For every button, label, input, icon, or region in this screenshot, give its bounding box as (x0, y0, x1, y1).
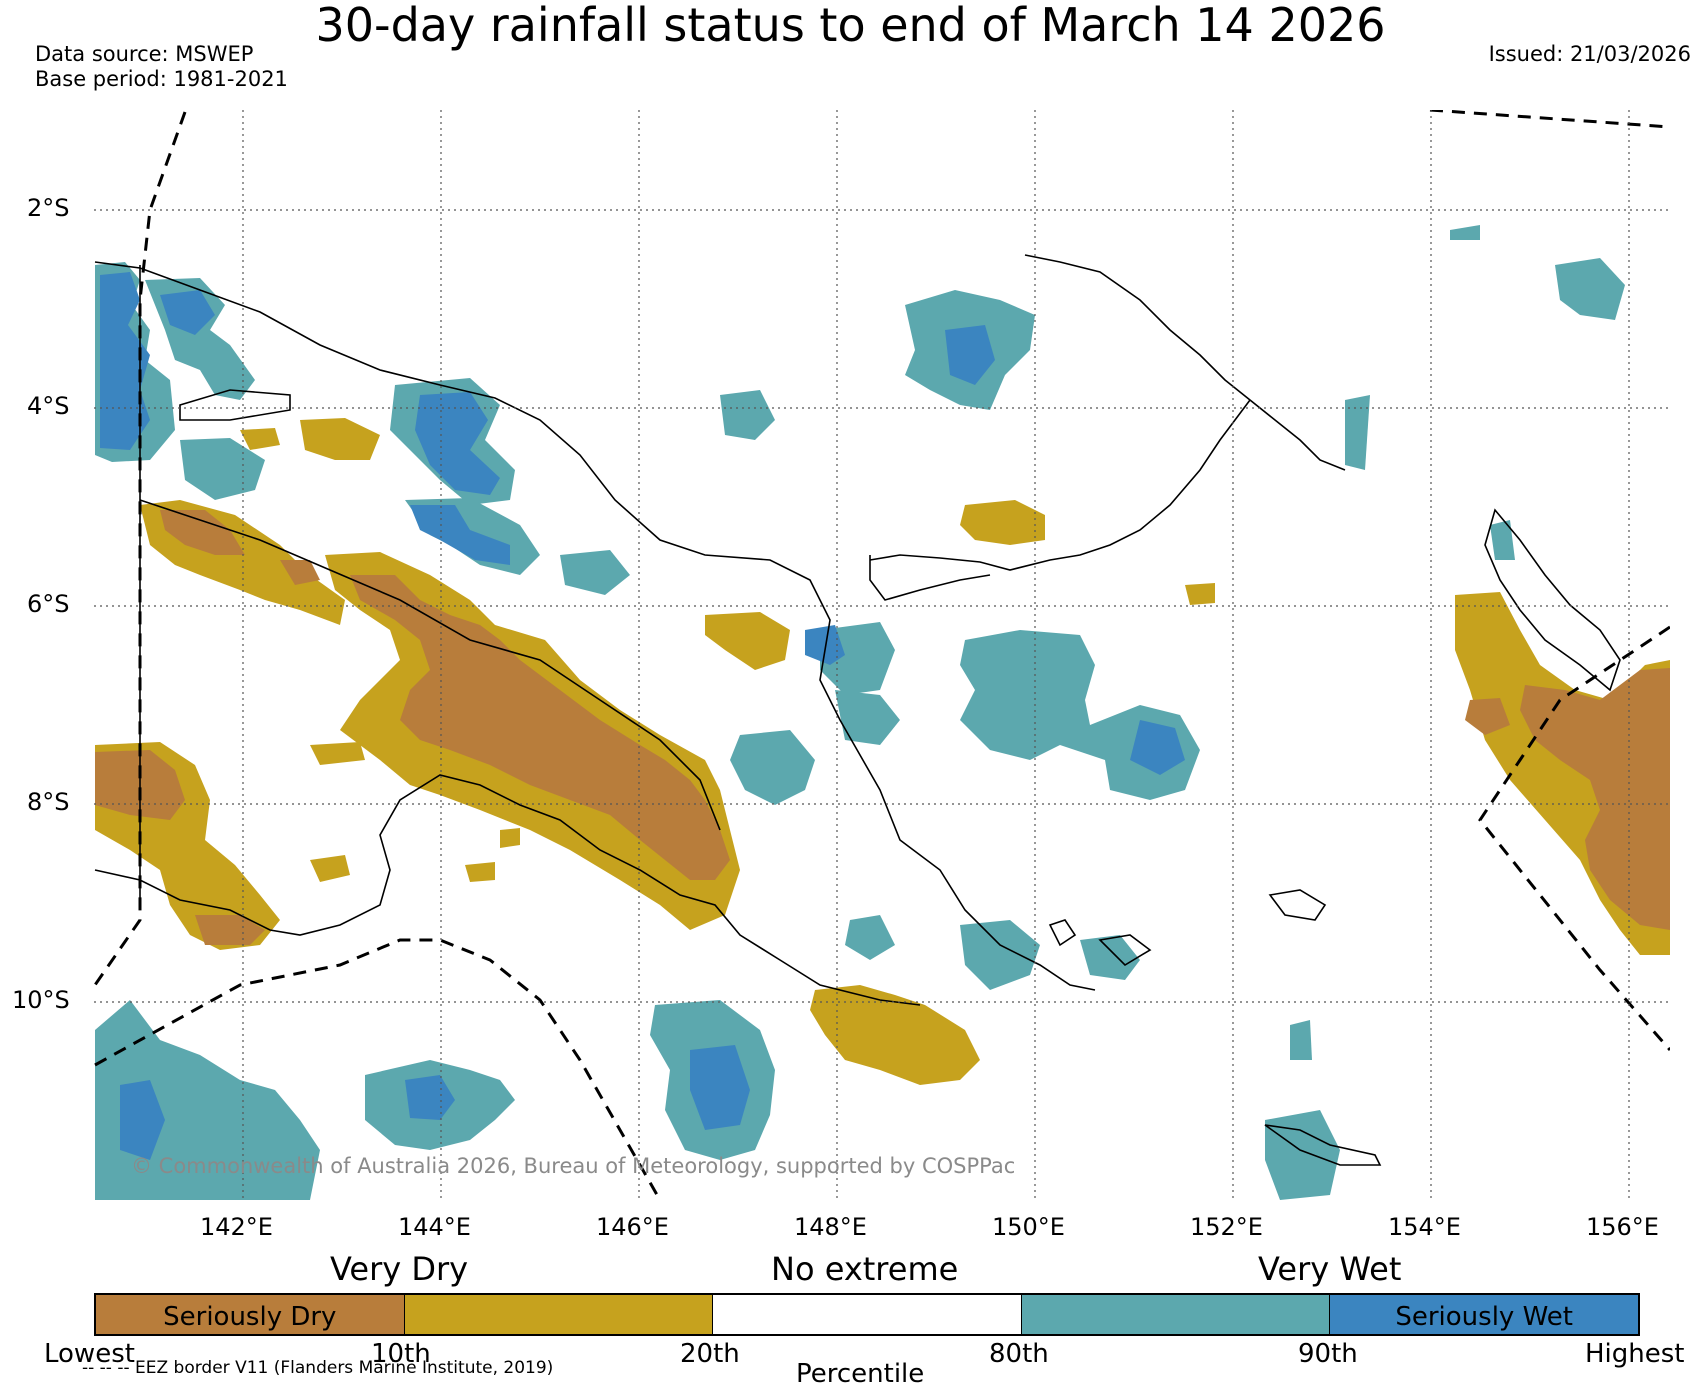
eez-borders (94, 110, 1670, 1200)
data-source: Data source: MSWEP (35, 42, 254, 66)
legend-header-very-dry: Very Dry (330, 1250, 469, 1288)
lon-label-152e: 152°E (1190, 1213, 1263, 1241)
lat-label-2s: 2°S (27, 194, 70, 222)
legend-label-seriously-dry: Seriously Dry (163, 1302, 337, 1332)
lon-label-150e: 150°E (992, 1213, 1065, 1241)
legend-swatch-seriously-dry: Seriously Dry (96, 1295, 405, 1334)
wet-patches (95, 225, 1625, 1200)
percentile-tick-lowest: Lowest (44, 1339, 135, 1369)
dry-patches (95, 418, 1670, 1085)
lon-label-142e: 142°E (200, 1213, 273, 1241)
map-title: 30-day rainfall status to end of March 1… (315, 0, 1386, 52)
legend-header-no-extreme: No extreme (771, 1250, 959, 1288)
lat-label-10s: 10°S (12, 986, 70, 1014)
percentile-tick-20th: 20th (680, 1339, 740, 1369)
legend-swatch-very-wet (1021, 1295, 1331, 1334)
lon-label-156e: 156°E (1586, 1213, 1659, 1241)
percentile-tick-highest: Highest (1585, 1339, 1685, 1369)
percentile-axis-label: Percentile (796, 1359, 925, 1389)
legend-label-seriously-wet: Seriously Wet (1395, 1302, 1573, 1332)
percentile-tick-90th: 90th (1298, 1339, 1358, 1369)
legend-colorbar: Seriously Dry Seriously Wet (94, 1293, 1640, 1336)
base-period: Base period: 1981-2021 (35, 67, 288, 91)
percentile-tick-80th: 80th (989, 1339, 1049, 1369)
lon-label-144e: 144°E (398, 1213, 471, 1241)
legend-swatch-very-dry (404, 1295, 714, 1334)
lat-label-4s: 4°S (27, 392, 70, 420)
percentile-tick-10th: 10th (371, 1339, 431, 1369)
lon-label-148e: 148°E (794, 1213, 867, 1241)
lon-label-154e: 154°E (1388, 1213, 1461, 1241)
lon-label-146e: 146°E (596, 1213, 669, 1241)
legend-header-very-wet: Very Wet (1258, 1250, 1402, 1288)
issued-date: Issued: 21/03/2026 (1488, 42, 1691, 66)
lat-label-6s: 6°S (27, 590, 70, 618)
copyright-notice: © Commonwealth of Australia 2026, Bureau… (131, 1154, 1016, 1178)
eez-border-note: -- -- -- EEZ border V11 (Flanders Marine… (82, 1358, 554, 1378)
legend-swatch-seriously-wet: Seriously Wet (1330, 1295, 1638, 1334)
lat-label-8s: 8°S (27, 788, 70, 816)
legend-swatch-no-extreme (713, 1295, 1022, 1334)
graticule (94, 110, 1670, 1200)
